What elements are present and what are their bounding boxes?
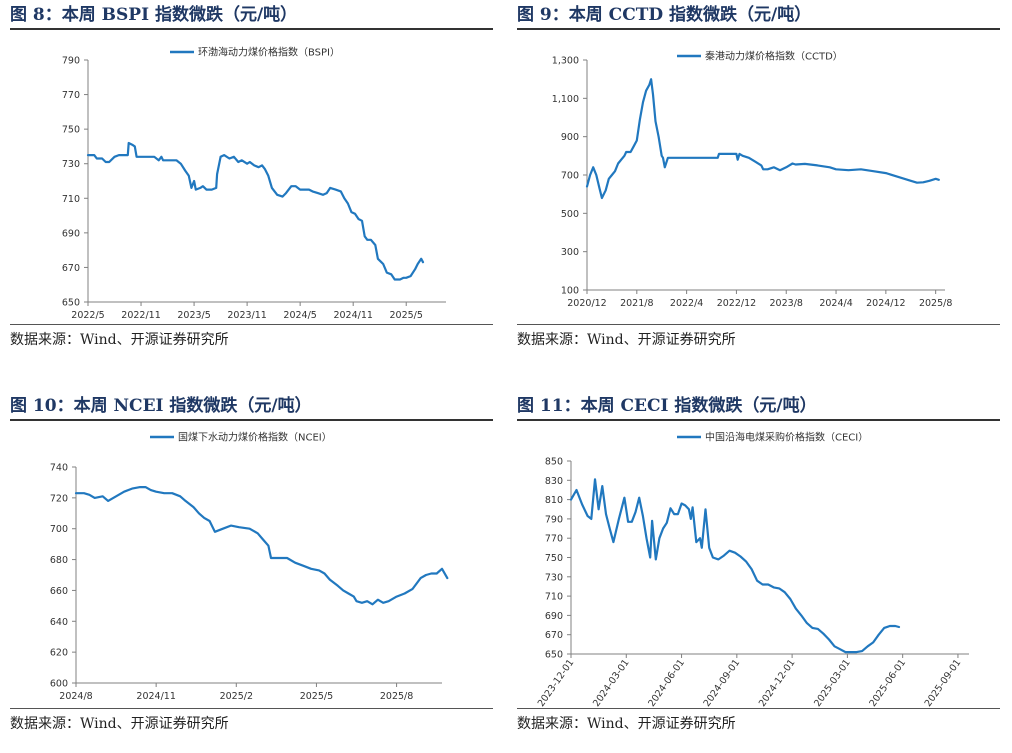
y-tick-label: 750 [62,125,80,136]
y-tick-label: 670 [545,630,563,641]
y-tick-label: 710 [62,194,80,205]
y-tick-label: 750 [545,553,563,564]
x-tick-label: 2025-09-01 [923,657,964,707]
y-tick-label: 710 [545,592,563,603]
y-tick-label: 830 [545,476,563,487]
y-tick-label: 790 [62,56,80,67]
data-source-note: 数据来源：Wind、开源证券研究所 [10,332,229,348]
title-rule [10,28,493,30]
y-tick-label: 810 [545,495,563,506]
x-tick-label: 2020/12 [567,298,606,309]
x-tick-label: 2025-06-01 [867,657,908,707]
y-tick-label: 790 [545,514,563,525]
x-tick-label: 2025-03-01 [812,657,853,707]
figure-title: 图 11：本周 CECI 指数微跌（元/吨） [517,396,817,416]
y-tick-label: 640 [50,617,68,628]
series-line [74,486,449,606]
title-rule [517,28,1000,30]
data-source-note: 数据来源：Wind、开源证券研究所 [517,716,736,732]
y-tick-label: 770 [545,534,563,545]
x-tick-label: 2025/2 [220,691,253,702]
y-tick-label: 1,300 [552,56,579,67]
series-line [569,478,901,654]
source-rule [10,708,493,709]
x-tick-label: 2025/8 [380,691,413,702]
x-tick-label: 2023/8 [770,298,803,309]
y-tick-label: 690 [62,228,80,239]
legend-label: 国煤下水动力煤价格指数（NCEI） [178,431,332,444]
title-rule [10,419,493,421]
x-tick-label: 2024/11 [333,310,372,321]
y-tick-label: 700 [50,524,68,535]
x-tick-label: 2024-06-01 [646,657,687,707]
chart-panel-ncei: 图 10：本周 NCEI 指数微跌（元/吨） 740 720 700 680 660 64… [10,395,493,750]
x-tick-label: 2024-12-01 [757,657,798,707]
series-line [86,141,425,281]
y-tick-label: 900 [561,132,579,143]
y-tick-label: 730 [62,159,80,170]
x-tick-label: 2021/8 [620,298,653,309]
title-rule [517,419,1000,421]
y-tick-label: 720 [50,493,68,504]
figure-title: 图 9：本周 CCTD 指数微跌（元/吨） [517,5,812,25]
x-tick-label: 2024-09-01 [702,657,743,707]
y-tick-label: 650 [62,298,80,309]
data-source-note: 数据来源：Wind、开源证券研究所 [517,332,736,348]
x-tick-label: 2025/5 [300,691,333,702]
y-tick-label: 500 [561,209,579,220]
source-rule [10,324,493,325]
y-tick-label: 680 [50,555,68,566]
y-tick-label: 300 [561,247,579,258]
y-tick-label: 670 [62,263,80,274]
y-tick-label: 1,100 [552,94,579,105]
y-tick-label: 700 [561,171,579,182]
x-tick-label: 2024/12 [866,298,905,309]
figure-title: 图 10：本周 NCEI 指数微跌（元/吨） [10,396,312,416]
y-tick-label: 850 [545,457,563,468]
chart-panel-ceci: 图 11：本周 CECI 指数微跌（元/吨） 850 830 810 790 770 75… [517,395,1000,750]
x-tick-label: 2022/11 [121,310,160,321]
source-rule [517,324,1000,325]
x-tick-label: 2022/12 [717,298,756,309]
x-tick-label: 2024/11 [136,691,175,702]
legend-label: 中国沿海电煤采购价格指数（CECI） [705,431,868,444]
x-tick-label: 2024/4 [819,298,852,309]
y-tick-label: 740 [50,463,68,474]
y-tick-label: 770 [62,90,80,101]
legend-label: 环渤海动力煤价格指数（BSPI） [198,46,340,59]
x-tick-label: 2023-12-01 [536,657,577,707]
y-tick-label: 620 [50,648,68,659]
source-rule [517,708,1000,709]
x-tick-label: 2024/8 [59,691,92,702]
y-tick-label: 100 [561,286,579,297]
y-tick-label: 600 [50,679,68,690]
x-tick-label: 2023/5 [177,310,210,321]
y-tick-label: 650 [545,650,563,661]
x-tick-label: 2024-03-01 [591,657,632,707]
legend-label: 秦港动力煤价格指数（CCTD） [705,50,843,63]
data-source-note: 数据来源：Wind、开源证券研究所 [10,716,229,732]
x-tick-label: 2025/8 [919,298,952,309]
line-chart-ceci: 850 830 810 790 770 750 730 710 690 670 6502023-12… [536,431,969,707]
y-tick-label: 690 [545,611,563,622]
chart-panel-bspi: 图 8：本周 BSPI 指数微跌（元/吨） 790 770 750 730 710 690… [10,4,493,349]
x-tick-label: 2022/5 [71,310,104,321]
chart-panel-cctd: 图 9：本周 CCTD 指数微跌（元/吨） 1,300 1,100 900 700 50… [517,4,1000,349]
figure-title: 图 8：本周 BSPI 指数微跌（元/吨） [10,5,298,25]
x-tick-label: 2024/5 [283,310,316,321]
x-tick-label: 2025/5 [390,310,423,321]
y-tick-label: 660 [50,586,68,597]
y-tick-label: 730 [545,572,563,583]
x-tick-label: 2023/11 [227,310,266,321]
x-tick-label: 2022/4 [670,298,703,309]
series-line [585,78,940,200]
